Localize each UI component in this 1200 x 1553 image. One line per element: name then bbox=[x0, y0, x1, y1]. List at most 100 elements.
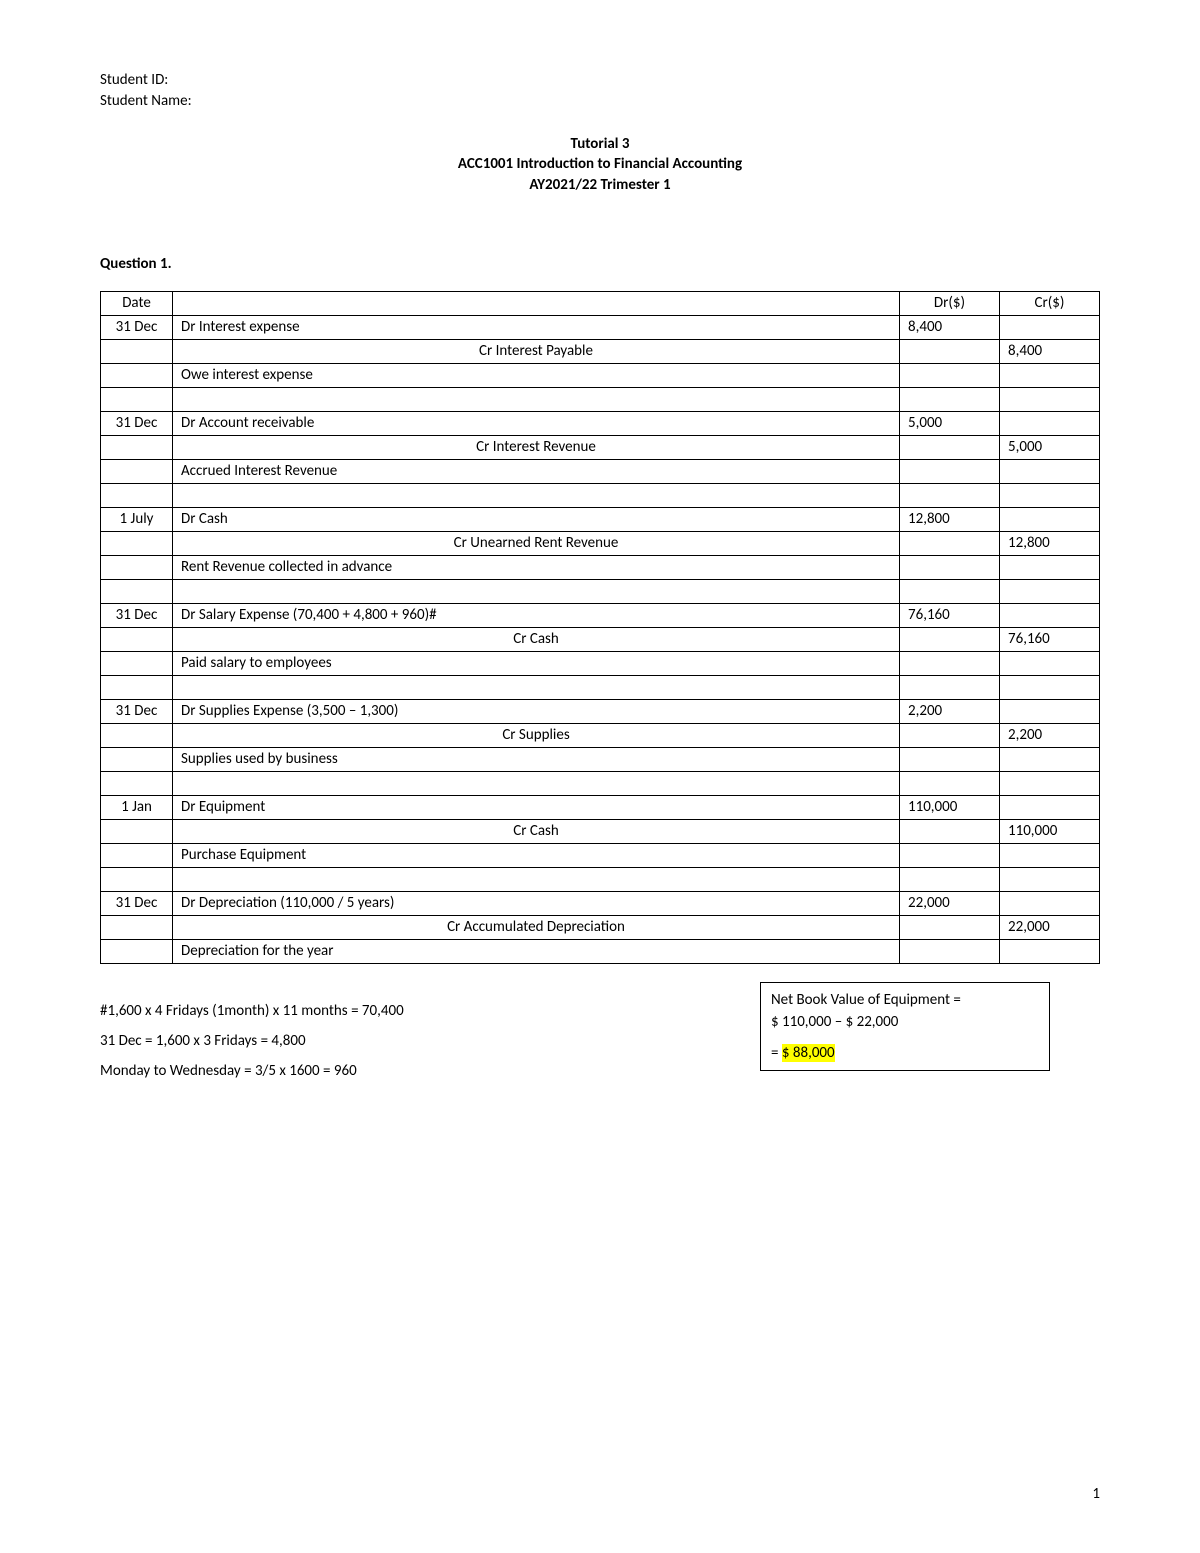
cell-desc: Paid salary to employees bbox=[173, 651, 900, 675]
cell-desc: Depreciation for the year bbox=[173, 939, 900, 963]
cell-date bbox=[101, 675, 173, 699]
table-row bbox=[101, 387, 1100, 411]
student-info-block: Student ID: Student Name: bbox=[100, 70, 1100, 112]
col-header-cr: Cr($) bbox=[1000, 291, 1100, 315]
table-row: Cr Supplies2,200 bbox=[101, 723, 1100, 747]
question-label: Question 1. bbox=[100, 255, 1100, 273]
table-row bbox=[101, 579, 1100, 603]
cell-cr bbox=[1000, 939, 1100, 963]
cell-date: 31 Dec bbox=[101, 891, 173, 915]
table-row: 31 DecDr Supplies Expense (3,500 – 1,300… bbox=[101, 699, 1100, 723]
cell-dr: 12,800 bbox=[900, 507, 1000, 531]
footer-notes: #1,600 x 4 Fridays (1month) x 11 months … bbox=[100, 982, 1100, 1086]
cell-cr bbox=[1000, 771, 1100, 795]
cell-dr bbox=[900, 483, 1000, 507]
cell-date bbox=[101, 363, 173, 387]
cell-date bbox=[101, 459, 173, 483]
cell-dr bbox=[900, 627, 1000, 651]
cell-dr bbox=[900, 387, 1000, 411]
cell-date bbox=[101, 483, 173, 507]
cell-date bbox=[101, 627, 173, 651]
cell-date bbox=[101, 843, 173, 867]
cell-date bbox=[101, 771, 173, 795]
nbv-equals: = bbox=[771, 1044, 782, 1062]
header-line-2: ACC1001 Introduction to Financial Accoun… bbox=[100, 154, 1100, 174]
cell-dr bbox=[900, 723, 1000, 747]
cell-desc: Cr Cash bbox=[173, 627, 900, 651]
cell-dr bbox=[900, 339, 1000, 363]
cell-cr bbox=[1000, 459, 1100, 483]
cell-cr bbox=[1000, 507, 1100, 531]
col-header-date: Date bbox=[101, 291, 173, 315]
cell-dr: 76,160 bbox=[900, 603, 1000, 627]
table-row: 31 DecDr Interest expense8,400 bbox=[101, 315, 1100, 339]
table-row: Rent Revenue collected in advance bbox=[101, 555, 1100, 579]
table-row bbox=[101, 771, 1100, 795]
table-row: Cr Cash110,000 bbox=[101, 819, 1100, 843]
table-row bbox=[101, 867, 1100, 891]
cell-dr bbox=[900, 819, 1000, 843]
cell-cr: 12,800 bbox=[1000, 531, 1100, 555]
table-row: Accrued Interest Revenue bbox=[101, 459, 1100, 483]
cell-date bbox=[101, 531, 173, 555]
cell-desc: Cr Interest Revenue bbox=[173, 435, 900, 459]
cell-cr bbox=[1000, 747, 1100, 771]
cell-desc bbox=[173, 771, 900, 795]
cell-desc: Dr Salary Expense (70,400 + 4,800 + 960)… bbox=[173, 603, 900, 627]
cell-cr bbox=[1000, 555, 1100, 579]
table-row: Cr Accumulated Depreciation22,000 bbox=[101, 915, 1100, 939]
table-row: Depreciation for the year bbox=[101, 939, 1100, 963]
cell-date bbox=[101, 339, 173, 363]
cell-desc: Cr Unearned Rent Revenue bbox=[173, 531, 900, 555]
cell-date bbox=[101, 723, 173, 747]
cell-dr bbox=[900, 435, 1000, 459]
table-row: 31 DecDr Salary Expense (70,400 + 4,800 … bbox=[101, 603, 1100, 627]
cell-date bbox=[101, 939, 173, 963]
cell-cr bbox=[1000, 363, 1100, 387]
cell-date bbox=[101, 555, 173, 579]
cell-date: 31 Dec bbox=[101, 603, 173, 627]
cell-dr bbox=[900, 363, 1000, 387]
note-line-2: 31 Dec = 1,600 x 3 Fridays = 4,800 bbox=[100, 1026, 404, 1056]
cell-date bbox=[101, 915, 173, 939]
cell-desc: Cr Accumulated Depreciation bbox=[173, 915, 900, 939]
cell-cr bbox=[1000, 891, 1100, 915]
cell-dr: 8,400 bbox=[900, 315, 1000, 339]
cell-date bbox=[101, 867, 173, 891]
cell-cr bbox=[1000, 795, 1100, 819]
cell-cr bbox=[1000, 867, 1100, 891]
cell-dr bbox=[900, 747, 1000, 771]
cell-dr bbox=[900, 555, 1000, 579]
cell-dr bbox=[900, 651, 1000, 675]
col-header-desc bbox=[173, 291, 900, 315]
cell-dr: 22,000 bbox=[900, 891, 1000, 915]
cell-cr bbox=[1000, 675, 1100, 699]
cell-cr bbox=[1000, 651, 1100, 675]
cell-cr bbox=[1000, 699, 1100, 723]
table-row: Cr Interest Revenue5,000 bbox=[101, 435, 1100, 459]
cell-cr bbox=[1000, 603, 1100, 627]
table-row: Cr Interest Payable8,400 bbox=[101, 339, 1100, 363]
nbv-title: Net Book Value of Equipment = bbox=[771, 989, 1039, 1012]
header-line-1: Tutorial 3 bbox=[100, 134, 1100, 154]
cell-dr: 110,000 bbox=[900, 795, 1000, 819]
table-header-row: Date Dr($) Cr($) bbox=[101, 291, 1100, 315]
cell-desc bbox=[173, 483, 900, 507]
student-name-label: Student Name: bbox=[100, 91, 1100, 112]
cell-date bbox=[101, 747, 173, 771]
calculation-notes: #1,600 x 4 Fridays (1month) x 11 months … bbox=[100, 982, 404, 1086]
table-row bbox=[101, 483, 1100, 507]
cell-date: 1 July bbox=[101, 507, 173, 531]
cell-desc: Purchase Equipment bbox=[173, 843, 900, 867]
cell-dr bbox=[900, 939, 1000, 963]
nbv-result: $ 88,000 bbox=[782, 1044, 835, 1062]
cell-cr: 110,000 bbox=[1000, 819, 1100, 843]
table-row: 31 DecDr Account receivable5,000 bbox=[101, 411, 1100, 435]
nbv-result-line: = $ 88,000 bbox=[771, 1042, 1039, 1065]
cell-dr bbox=[900, 867, 1000, 891]
journal-entries-table: Date Dr($) Cr($) 31 DecDr Interest expen… bbox=[100, 291, 1100, 964]
cell-desc bbox=[173, 387, 900, 411]
cell-cr bbox=[1000, 843, 1100, 867]
nbv-calc: $ 110,000 – $ 22,000 bbox=[771, 1011, 1039, 1034]
cell-cr bbox=[1000, 411, 1100, 435]
